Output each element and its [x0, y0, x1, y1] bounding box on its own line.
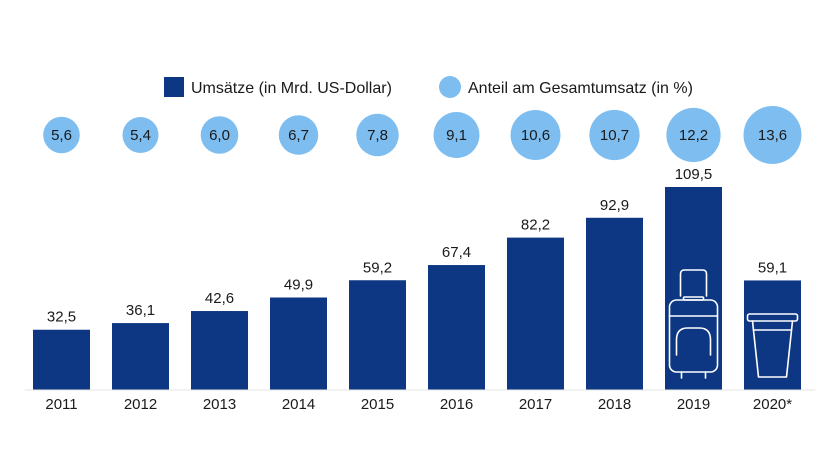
share-circle-2018 [589, 109, 640, 161]
x-tick-label: 2012 [124, 396, 157, 413]
x-axis-tick-labels: 2011 2012 2013 2014 2015 2016 2017 2018 2019 2020… [45, 396, 792, 413]
share-circle-2017 [510, 110, 561, 160]
share-value-label: 5,6 [51, 127, 72, 144]
bar-value-label: 92,9 [600, 197, 629, 214]
share-circle-2015 [356, 113, 399, 157]
bar-2011 [33, 329, 90, 390]
bar-2014 [270, 297, 327, 390]
bar-value-label: 59,2 [363, 259, 392, 276]
bar-value-label: 82,2 [521, 217, 550, 234]
share-value-label: 9,1 [446, 127, 467, 144]
legend-label-revenue: Umsätze (in Mrd. US-Dollar) [191, 80, 392, 97]
bar-2020* [744, 280, 801, 390]
share-circle-2014 [278, 115, 319, 155]
cup-icon [746, 313, 799, 378]
share-circle-2012 [122, 117, 159, 153]
x-tick-label: 2020* [753, 396, 792, 413]
bar-value-label: 42,6 [205, 290, 234, 307]
bar-2012 [112, 323, 169, 390]
share-circle-2020* [743, 106, 802, 164]
share-value-label: 7,8 [367, 127, 388, 144]
share-value-label: 5,4 [130, 127, 151, 144]
bar-value-label: 67,4 [442, 244, 471, 261]
x-tick-label: 2018 [598, 396, 631, 413]
share-circle-2013 [200, 116, 239, 154]
bar-2016 [428, 265, 485, 390]
revenue-bars: 32,5 36,1 42,6 49,9 59,2 67,4 82,2 92,9 109,5 59,… [33, 166, 801, 390]
x-tick-label: 2013 [203, 396, 236, 413]
x-tick-label: 2014 [282, 396, 315, 413]
share-circle-2011 [43, 116, 80, 154]
share-value-label: 6,7 [288, 127, 309, 144]
bar-2018 [586, 217, 643, 390]
bar-value-label: 59,1 [758, 259, 787, 276]
bar-value-label: 49,9 [284, 276, 313, 293]
bar-value-label: 32,5 [47, 309, 76, 326]
share-value-label: 6,0 [209, 127, 230, 144]
bar-2015 [349, 280, 406, 390]
legend-label-share: Anteil am Gesamtumsatz (in %) [468, 80, 693, 97]
bar-value-label: 109,5 [675, 166, 713, 183]
x-tick-label: 2011 [45, 396, 77, 413]
suitcase-icon [668, 269, 719, 379]
legend-swatch-revenue [164, 77, 184, 97]
share-value-label: 13,6 [758, 127, 787, 144]
share-circle-2016 [433, 112, 480, 158]
bar-2013 [191, 311, 248, 390]
share-circles: 5,6 5,4 6,0 6,7 7,8 9,1 10,6 10,7 12,2 13,6 [43, 106, 802, 164]
bar-2017 [507, 237, 564, 390]
legend: Umsätze (in Mrd. US-Dollar) Anteil am Ge… [164, 76, 693, 98]
x-tick-label: 2017 [519, 396, 552, 413]
bar-2019 [665, 187, 722, 390]
bar-icons [668, 269, 799, 379]
legend-swatch-share [439, 76, 461, 98]
share-value-label: 12,2 [679, 127, 708, 144]
share-circle-2019 [666, 107, 721, 163]
share-value-label: 10,6 [521, 127, 550, 144]
x-tick-label: 2015 [361, 396, 394, 413]
x-tick-label: 2019 [677, 396, 710, 413]
share-value-label: 10,7 [600, 127, 629, 144]
bar-value-label: 36,1 [126, 302, 155, 319]
x-tick-label: 2016 [440, 396, 473, 413]
